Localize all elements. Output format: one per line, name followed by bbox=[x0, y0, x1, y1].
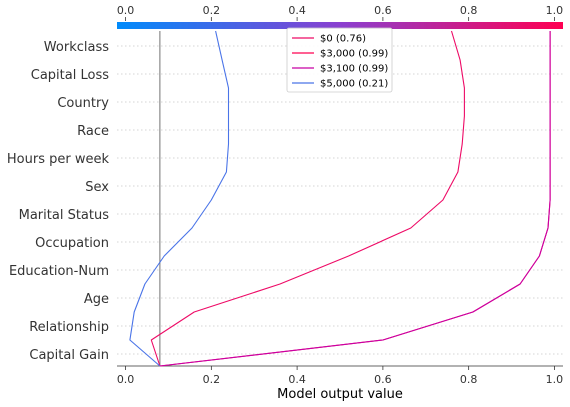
x-tick-label: 0.8 bbox=[460, 373, 478, 386]
legend-label: $5,000 (0.21) bbox=[320, 79, 388, 90]
feature-label: Marital Status bbox=[19, 208, 110, 223]
x-axis-title: Model output value bbox=[277, 387, 403, 402]
legend: $0 (0.76) $3,000 (0.99) $3,100 (0.99) $5,00… bbox=[286, 27, 393, 93]
feature-labels: Workclass Capital Loss Country Race Hours pe… bbox=[7, 40, 110, 363]
feature-label: Hours per week bbox=[7, 152, 110, 167]
x-axis: 0.0 0.2 0.4 0.6 0.8 1.0 bbox=[117, 365, 564, 386]
feature-label: Capital Loss bbox=[31, 68, 109, 83]
series-line bbox=[159, 31, 551, 367]
legend-box bbox=[286, 27, 393, 93]
feature-label: Age bbox=[84, 292, 109, 307]
top-tick-label: 0.6 bbox=[374, 4, 392, 17]
feature-label: Country bbox=[57, 96, 109, 111]
feature-label: Education-Num bbox=[9, 264, 109, 279]
series-lines bbox=[129, 30, 551, 367]
legend-label: $3,000 (0.99) bbox=[320, 49, 388, 60]
feature-label: Workclass bbox=[44, 40, 109, 55]
x-tick-label: 0.0 bbox=[117, 373, 135, 386]
x-tick-label: 0.4 bbox=[288, 373, 306, 386]
x-tick-label: 1.0 bbox=[546, 373, 564, 386]
x-tick-label: 0.2 bbox=[203, 373, 221, 386]
feature-label: Race bbox=[77, 124, 109, 139]
top-axis: 0.0 0.2 0.4 0.6 0.8 1.0 bbox=[117, 4, 563, 21]
colorbar bbox=[117, 22, 563, 29]
top-tick-label: 0.2 bbox=[203, 4, 221, 17]
feature-label: Occupation bbox=[35, 236, 109, 251]
top-tick-label: 0.0 bbox=[117, 4, 135, 17]
feature-label: Relationship bbox=[29, 320, 109, 335]
top-tick-label: 0.8 bbox=[460, 4, 478, 17]
x-tick-label: 0.6 bbox=[374, 373, 392, 386]
series-line bbox=[150, 30, 465, 367]
feature-label: Sex bbox=[85, 180, 109, 195]
feature-label: Capital Gain bbox=[29, 348, 109, 363]
legend-label: $3,100 (0.99) bbox=[320, 64, 388, 75]
top-tick-label: 0.4 bbox=[288, 4, 306, 17]
legend-label: $0 (0.76) bbox=[320, 34, 366, 45]
top-tick-label: 1.0 bbox=[546, 4, 564, 17]
series-line bbox=[129, 30, 230, 367]
